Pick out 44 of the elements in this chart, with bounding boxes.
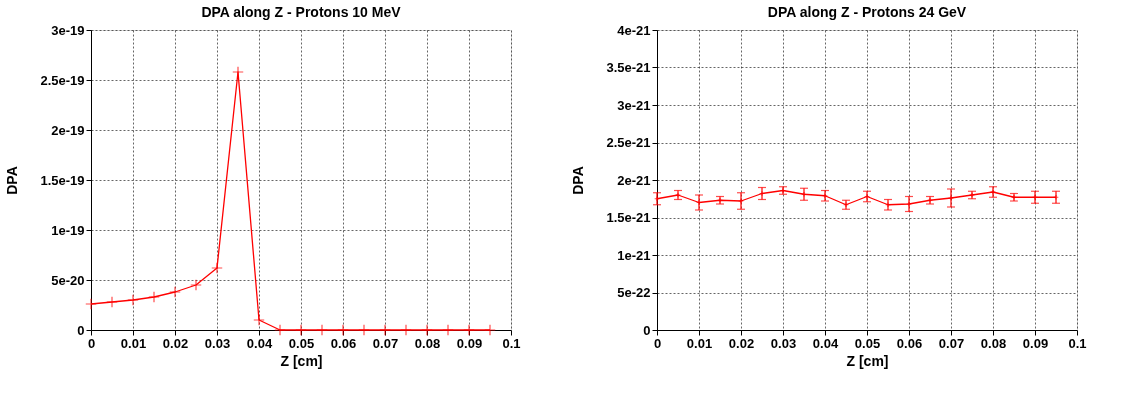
- y-tick-label: 5e-20: [51, 272, 85, 288]
- x-tick-label: 0.06: [330, 335, 357, 351]
- x-tick-label: 0.09: [1022, 335, 1049, 351]
- y-tick-label: 2e-21: [617, 172, 651, 188]
- y-tick-label: 3.5e-21: [606, 60, 651, 75]
- x-tick-label: 0.1: [1068, 335, 1087, 351]
- x-tick-label: 0.02: [728, 335, 755, 351]
- y-tick-label: 2e-19: [51, 122, 85, 138]
- x-tick-label: 0: [87, 335, 96, 351]
- x-tick-label: 0.04: [812, 335, 839, 351]
- x-tick-label: 0.01: [686, 335, 713, 351]
- chart-title: DPA along Z - Protons 10 MeV: [201, 4, 402, 20]
- y-tick-label: 0: [77, 322, 85, 338]
- chart-title: DPA along Z - Protons 24 GeV: [767, 4, 967, 20]
- x-axis-title: Z [cm]: [280, 352, 323, 369]
- x-tick-label: 0: [653, 335, 662, 351]
- x-tick-label: 0.07: [372, 335, 399, 351]
- y-tick-label: 4e-21: [617, 22, 651, 38]
- x-tick-label: 0.04: [246, 335, 273, 351]
- x-tick-label: 0.08: [414, 335, 441, 351]
- x-tick-label: 0.03: [204, 335, 231, 351]
- y-tick-label: 1e-19: [51, 222, 85, 238]
- x-tick-label: 0.1: [502, 335, 521, 351]
- x-tick-label: 0.03: [770, 335, 797, 351]
- y-axis-title: DPA: [570, 166, 587, 195]
- y-tick-label: 2.5e-21: [606, 135, 651, 150]
- x-axis-title: Z [cm]: [846, 352, 889, 369]
- y-tick-label: 3e-19: [51, 22, 85, 38]
- y-tick-label: 5e-22: [617, 285, 651, 300]
- x-tick-label: 0.01: [120, 335, 147, 351]
- x-tick-label: 0.06: [896, 335, 923, 351]
- x-tick-label: 0.07: [938, 335, 965, 351]
- y-tick-label: 1e-21: [617, 247, 651, 263]
- y-axis-title: DPA: [4, 166, 21, 195]
- y-tick-label: 1.5e-19: [40, 172, 85, 188]
- y-tick-label: 2.5e-19: [40, 72, 85, 88]
- x-tick-label: 0.02: [162, 335, 189, 351]
- x-tick-label: 0.09: [456, 335, 483, 351]
- y-tick-label: 0: [643, 322, 651, 338]
- x-tick-label: 0.05: [288, 335, 315, 351]
- x-tick-label: 0.05: [854, 335, 881, 351]
- y-tick-label: 1.5e-21: [606, 210, 651, 225]
- y-tick-label: 3e-21: [617, 97, 651, 113]
- x-tick-label: 0.08: [980, 335, 1007, 351]
